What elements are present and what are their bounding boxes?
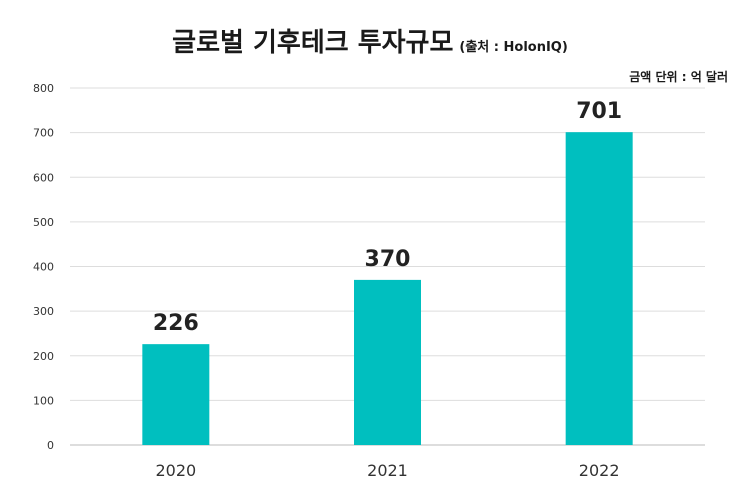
data-label: 226 bbox=[153, 311, 199, 336]
chart-title-block: 글로벌 기후테크 투자규모 (출처 : HolonIQ) bbox=[0, 22, 740, 59]
y-tick-label: 100 bbox=[33, 394, 54, 407]
y-tick-label: 200 bbox=[33, 350, 54, 363]
bar bbox=[354, 279, 421, 445]
x-tick-label: 2021 bbox=[367, 461, 408, 480]
unit-label: 금액 단위 : 억 달러 bbox=[629, 70, 728, 84]
bar bbox=[142, 344, 210, 445]
data-label: 370 bbox=[365, 247, 411, 272]
y-tick-label: 400 bbox=[33, 261, 54, 274]
source-note: (출처 : HolonIQ) bbox=[459, 40, 568, 55]
y-tick-label: 500 bbox=[33, 216, 54, 229]
chart-title: 글로벌 기후테크 투자규모 bbox=[172, 28, 454, 58]
y-tick-label: 700 bbox=[33, 127, 54, 140]
y-tick-label: 800 bbox=[33, 82, 54, 95]
y-tick-label: 600 bbox=[33, 171, 54, 184]
data-label: 701 bbox=[576, 99, 622, 124]
bar bbox=[565, 132, 633, 445]
y-tick-label: 300 bbox=[33, 305, 54, 318]
y-tick-label: 0 bbox=[47, 439, 54, 452]
x-tick-label: 2022 bbox=[579, 461, 620, 480]
x-tick-label: 2020 bbox=[155, 461, 196, 480]
